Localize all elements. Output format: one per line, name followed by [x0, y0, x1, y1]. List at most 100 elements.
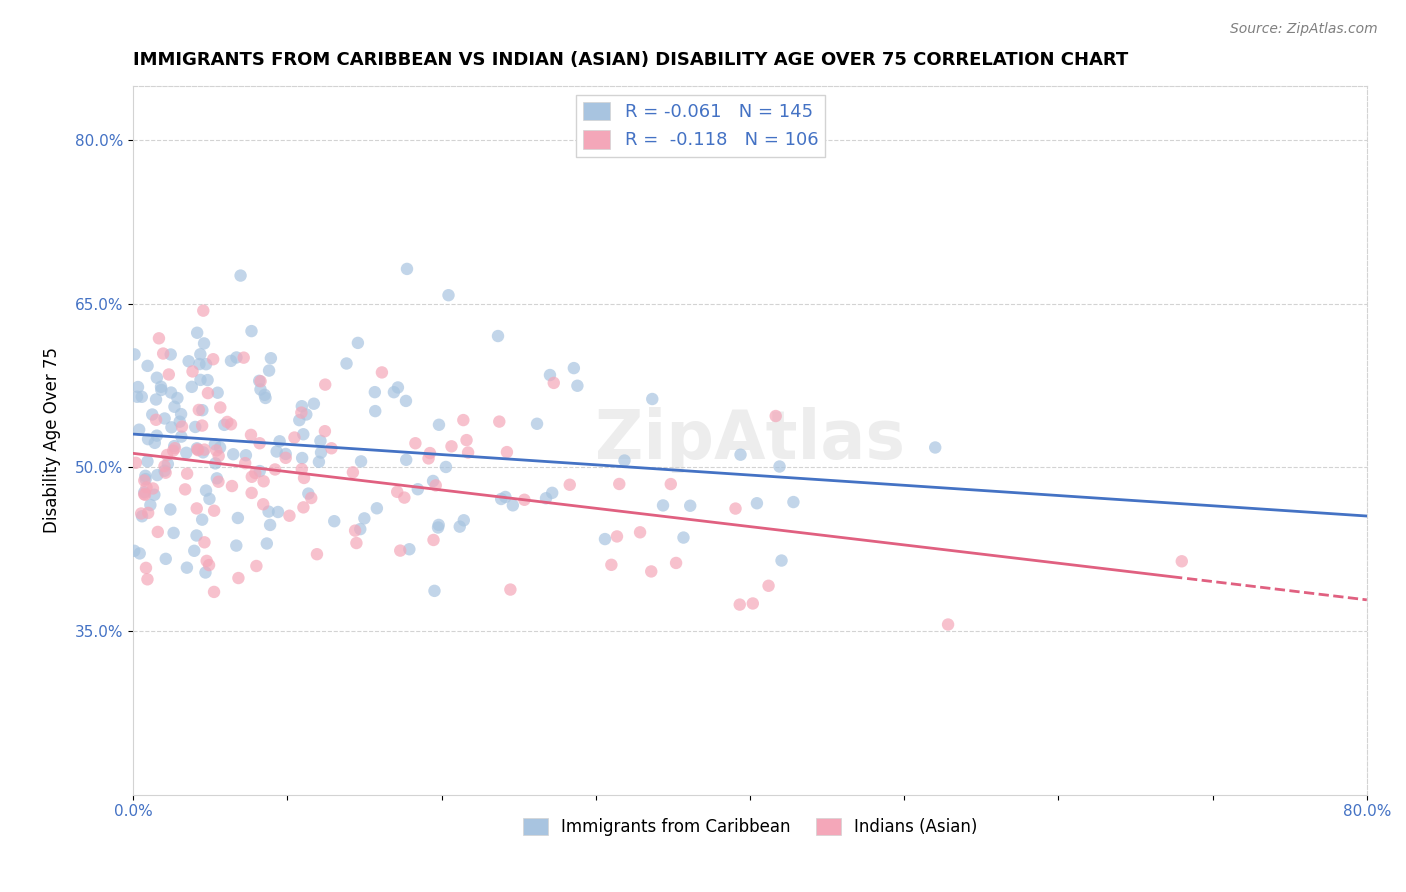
Point [366, 501, 388, 516]
Point [418, 451, 440, 466]
Point [936, 617, 959, 632]
Point [347, 335, 370, 350]
Point [146, 428, 169, 442]
Point [335, 357, 357, 371]
Point [134, 474, 156, 488]
Point [249, 383, 271, 397]
Point [641, 392, 664, 406]
Point [387, 380, 409, 394]
Point [176, 560, 198, 574]
Point [567, 378, 589, 392]
Point [541, 486, 564, 500]
Point [156, 448, 179, 462]
Point [295, 408, 318, 422]
Point [194, 566, 217, 580]
Point [291, 462, 314, 476]
Point [143, 488, 166, 502]
Point [302, 397, 325, 411]
Point [252, 497, 274, 511]
Point [724, 501, 747, 516]
Point [205, 471, 228, 485]
Point [134, 485, 156, 500]
Point [292, 500, 315, 515]
Point [187, 442, 209, 457]
Point [134, 488, 156, 502]
Point [174, 446, 197, 460]
Point [204, 437, 226, 451]
Point [427, 417, 450, 432]
Point [160, 420, 183, 434]
Point [186, 501, 208, 516]
Point [170, 429, 193, 443]
Point [314, 424, 336, 438]
Point [382, 385, 405, 400]
Point [146, 370, 169, 384]
Point [342, 466, 364, 480]
Point [652, 499, 675, 513]
Point [394, 491, 416, 505]
Text: Source: ZipAtlas.com: Source: ZipAtlas.com [1230, 22, 1378, 37]
Point [127, 380, 149, 394]
Point [613, 453, 636, 467]
Point [162, 443, 184, 458]
Point [387, 484, 409, 499]
Point [456, 433, 478, 447]
Point [125, 456, 148, 470]
Point [183, 543, 205, 558]
Point [344, 536, 367, 550]
Point [145, 392, 167, 407]
Point [136, 572, 159, 586]
Point [188, 357, 211, 371]
Point [129, 507, 152, 521]
Point [321, 442, 343, 456]
Point [217, 415, 239, 429]
Point [453, 513, 475, 527]
Point [353, 511, 375, 525]
Point [292, 471, 315, 485]
Point [153, 459, 176, 474]
Point [247, 374, 270, 388]
Point [245, 559, 267, 574]
Point [422, 533, 444, 547]
Point [665, 556, 688, 570]
Point [526, 417, 548, 431]
Point [193, 303, 215, 318]
Point [232, 351, 254, 365]
Point [558, 477, 581, 491]
Point [437, 288, 460, 302]
Point [146, 468, 169, 483]
Point [214, 417, 236, 432]
Point [254, 391, 277, 405]
Point [124, 347, 146, 361]
Point [291, 450, 314, 465]
Point [404, 436, 426, 450]
Point [264, 462, 287, 476]
Point [606, 529, 628, 543]
Point [260, 351, 283, 366]
Point [221, 479, 243, 493]
Point [679, 499, 702, 513]
Point [266, 444, 288, 458]
Point [267, 505, 290, 519]
Point [135, 472, 157, 486]
Point [209, 441, 232, 455]
Point [139, 498, 162, 512]
Point [176, 467, 198, 481]
Point [427, 517, 450, 532]
Point [197, 373, 219, 387]
Point [219, 417, 242, 432]
Point [143, 435, 166, 450]
Point [159, 502, 181, 516]
Point [257, 363, 280, 377]
Point [186, 442, 208, 456]
Point [181, 364, 204, 378]
Point [269, 434, 291, 449]
Point [283, 431, 305, 445]
Point [191, 418, 214, 433]
Point [146, 524, 169, 539]
Point [195, 554, 218, 568]
Point [159, 347, 181, 361]
Point [193, 535, 215, 549]
Point [235, 448, 257, 462]
Point [494, 490, 516, 504]
